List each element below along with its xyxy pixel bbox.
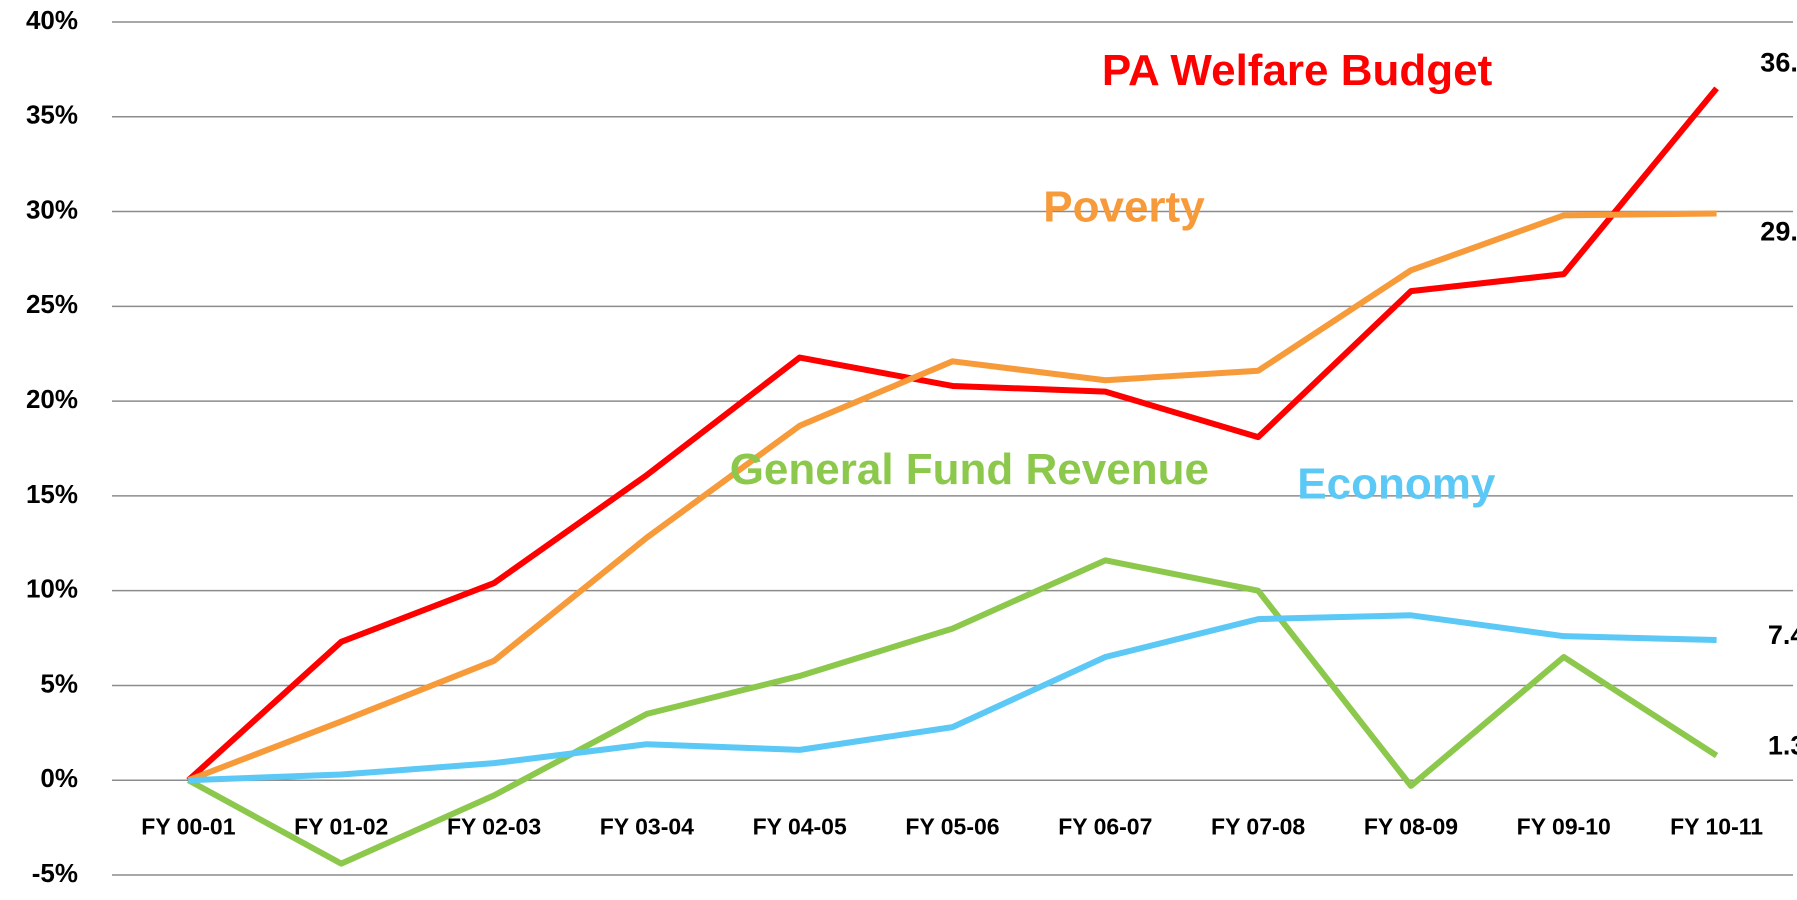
value-label: 1.3% [1768, 731, 1797, 761]
value-label: 36.5% [1760, 47, 1797, 77]
x-tick-label: FY 08-09 [1364, 813, 1458, 839]
x-tick-label: FY 02-03 [447, 813, 541, 839]
y-tick-label: 40% [26, 5, 78, 35]
x-tick-label: FY 01-02 [294, 813, 388, 839]
y-tick-label: 30% [26, 194, 78, 224]
y-tick-label: 0% [40, 763, 78, 793]
y-tick-label: 15% [26, 479, 78, 509]
series-line [188, 612, 1717, 784]
series-name: Economy [1297, 460, 1496, 509]
series-line [187, 210, 1717, 784]
x-tick-label: FY 00-01 [141, 813, 235, 839]
x-tick-label: FY 03-04 [600, 813, 694, 839]
y-tick-label: 35% [26, 100, 78, 130]
series-name: PA Welfare Budget [1102, 46, 1493, 95]
y-tick-label: 10% [26, 574, 78, 604]
x-tick-label: FY 07-08 [1211, 813, 1305, 839]
x-tick-label: FY 04-05 [753, 813, 847, 839]
x-tick-label: FY 10-11 [1670, 813, 1763, 839]
x-tick-label: FY 09-10 [1517, 813, 1611, 839]
series-line [186, 86, 1719, 783]
value-label: 7.4% [1768, 620, 1797, 650]
y-tick-label: -5% [32, 858, 78, 888]
series-line [186, 557, 1719, 867]
y-tick-label: 5% [40, 668, 78, 698]
value-label: 29.9% [1760, 217, 1797, 247]
series-name: Poverty [1043, 182, 1205, 231]
x-tick-label: FY 05-06 [905, 813, 999, 839]
y-tick-label: 20% [26, 384, 78, 414]
x-tick-label: FY 06-07 [1058, 813, 1152, 839]
y-tick-label: 25% [26, 289, 78, 319]
series-name: General Fund Revenue [730, 445, 1209, 494]
